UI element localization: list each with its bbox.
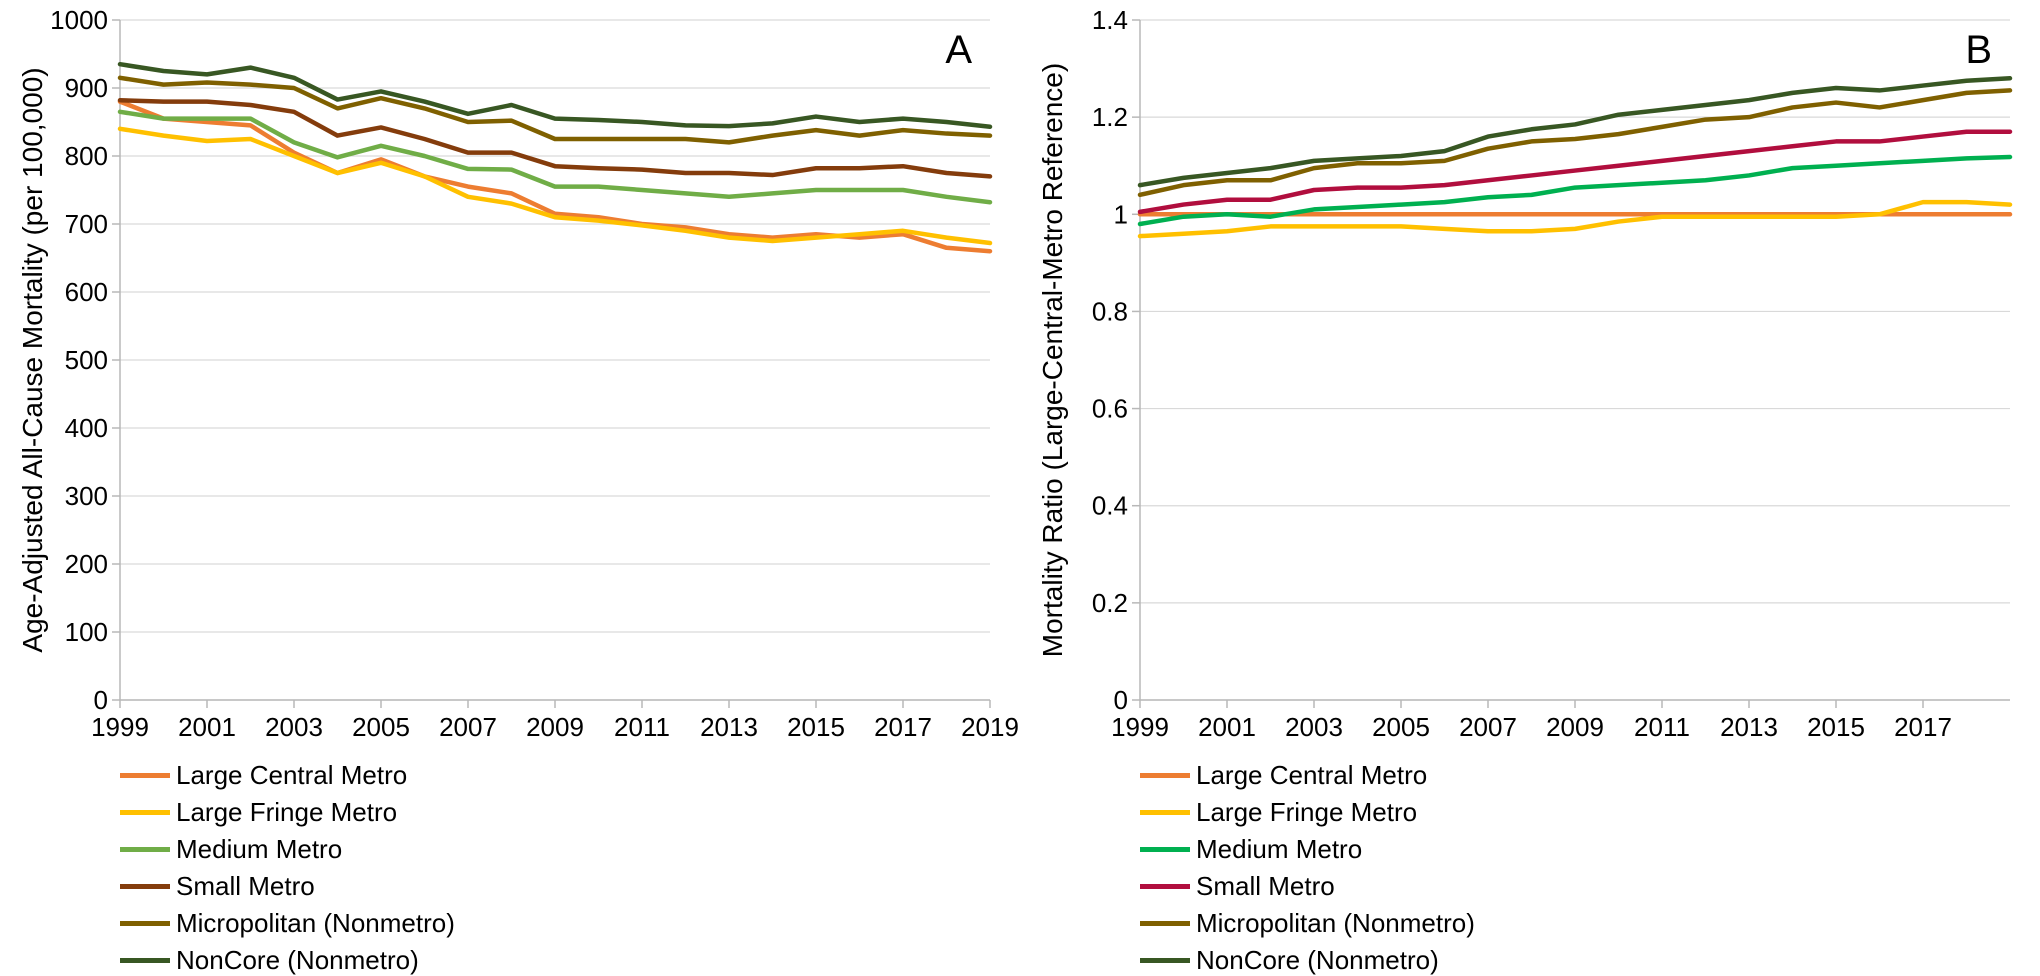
x-tick-label: 2005	[352, 712, 410, 742]
y-tick-label: 400	[65, 413, 108, 443]
legend-label: NonCore (Nonmetro)	[176, 945, 419, 976]
legend-item: NonCore (Nonmetro)	[120, 945, 480, 976]
legend-item: Large Fringe Metro	[120, 797, 480, 828]
y-tick-label: 100	[65, 617, 108, 647]
x-tick-label: 2011	[614, 712, 670, 742]
y-tick-label: 0.8	[1092, 296, 1128, 326]
panel-b: 0 0.2 0.4 0.6 0.8 1 1.2 1.4 1999 2001 2003 2005 2007…	[1020, 0, 2040, 937]
legend-item: Small Metro	[120, 871, 480, 902]
legend-label: Large Fringe Metro	[1196, 797, 1417, 828]
legend-item: Micropolitan (Nonmetro)	[1140, 908, 1500, 939]
legend-swatch	[1140, 921, 1190, 926]
legend-label: Large Central Metro	[176, 760, 407, 791]
y-tick-label: 700	[65, 209, 108, 239]
legend-label: Medium Metro	[176, 834, 342, 865]
legend-label: Micropolitan (Nonmetro)	[1196, 908, 1475, 939]
x-tick-label: 2017	[874, 712, 932, 742]
panel-a: 0 100 200 300 400 500 600 700 800 900 1000 1999 2001…	[0, 0, 1020, 937]
y-tick-label: 1	[1114, 199, 1128, 229]
legend-swatch	[120, 773, 170, 778]
y-tick-label: 500	[65, 345, 108, 375]
legend-item: Large Fringe Metro	[1140, 797, 1500, 828]
x-tick-label: 2015	[1807, 712, 1865, 742]
x-tick-label: 2019	[961, 712, 1019, 742]
legend-item: Small Metro	[1140, 871, 1500, 902]
y-tick-label: 200	[65, 549, 108, 579]
x-tick-label: 1999	[1111, 712, 1169, 742]
legend-label: Medium Metro	[1196, 834, 1362, 865]
y-tick-label: 300	[65, 481, 108, 511]
y-tick-label: 600	[65, 277, 108, 307]
x-tick-label: 2011	[1634, 712, 1690, 742]
legend-swatch	[120, 921, 170, 926]
y-tick-label: 1.2	[1092, 102, 1128, 132]
legend-label: Small Metro	[1196, 871, 1335, 902]
legend-label: NonCore (Nonmetro)	[1196, 945, 1439, 976]
panel-label: B	[1965, 28, 1992, 73]
x-tick-label: 2001	[178, 712, 236, 742]
legend-item: Medium Metro	[120, 834, 480, 865]
y-tick-label: 1.4	[1092, 5, 1128, 35]
x-tick-label: 2001	[1198, 712, 1256, 742]
x-tick-label: 2017	[1894, 712, 1952, 742]
legend-item: NonCore (Nonmetro)	[1140, 945, 1500, 976]
x-tick-label: 2009	[526, 712, 584, 742]
y-tick-label: 900	[65, 73, 108, 103]
panelB-legend: Large Central Metro Large Fringe Metro Med…	[1020, 760, 1820, 976]
legend-item: Micropolitan (Nonmetro)	[120, 908, 480, 939]
legend-swatch	[1140, 773, 1190, 778]
legend-swatch	[120, 810, 170, 815]
legend-swatch	[120, 847, 170, 852]
legend-item: Large Central Metro	[120, 760, 480, 791]
x-tick-label: 2013	[700, 712, 758, 742]
legend-swatch	[120, 958, 170, 963]
legend-swatch	[1140, 884, 1190, 889]
legend-swatch	[120, 884, 170, 889]
x-tick-label: 2005	[1372, 712, 1430, 742]
panelA-legend: Large Central Metro Large Fringe Metro Med…	[0, 760, 800, 976]
legend-swatch	[1140, 958, 1190, 963]
y-tick-label: 0.6	[1092, 394, 1128, 424]
panelB-chart: 0 0.2 0.4 0.6 0.8 1 1.2 1.4 1999 2001 2003 2005 2007…	[1020, 0, 2040, 760]
x-tick-label: 2013	[1720, 712, 1778, 742]
legend-swatch	[1140, 810, 1190, 815]
panel-label: A	[945, 28, 972, 73]
legend-label: Micropolitan (Nonmetro)	[176, 908, 455, 939]
y-tick-label: 1000	[50, 5, 108, 35]
x-tick-label: 1999	[91, 712, 149, 742]
x-tick-label: 2009	[1546, 712, 1604, 742]
legend-item: Medium Metro	[1140, 834, 1500, 865]
x-tick-label: 2007	[1459, 712, 1517, 742]
legend-swatch	[1140, 847, 1190, 852]
plot-area	[1140, 20, 2010, 700]
panelA-chart: 0 100 200 300 400 500 600 700 800 900 1000 1999 2001…	[0, 0, 1020, 760]
legend-label: Large Central Metro	[1196, 760, 1427, 791]
y-tick-label: 800	[65, 141, 108, 171]
y-tick-label: 0.2	[1092, 588, 1128, 618]
x-tick-label: 2007	[439, 712, 497, 742]
x-tick-label: 2003	[265, 712, 323, 742]
y-axis-label: Age-Adjusted All-Cause Mortality (per 10…	[17, 67, 48, 652]
legend-item: Large Central Metro	[1140, 760, 1500, 791]
legend-label: Large Fringe Metro	[176, 797, 397, 828]
x-tick-label: 2003	[1285, 712, 1343, 742]
y-tick-label: 0	[94, 685, 108, 715]
y-tick-label: 0.4	[1092, 491, 1128, 521]
y-axis-label: Mortality Ratio (Large-Central-Metro Ref…	[1037, 63, 1068, 657]
legend-label: Small Metro	[176, 871, 315, 902]
x-tick-label: 2015	[787, 712, 845, 742]
y-tick-label: 0	[1114, 685, 1128, 715]
